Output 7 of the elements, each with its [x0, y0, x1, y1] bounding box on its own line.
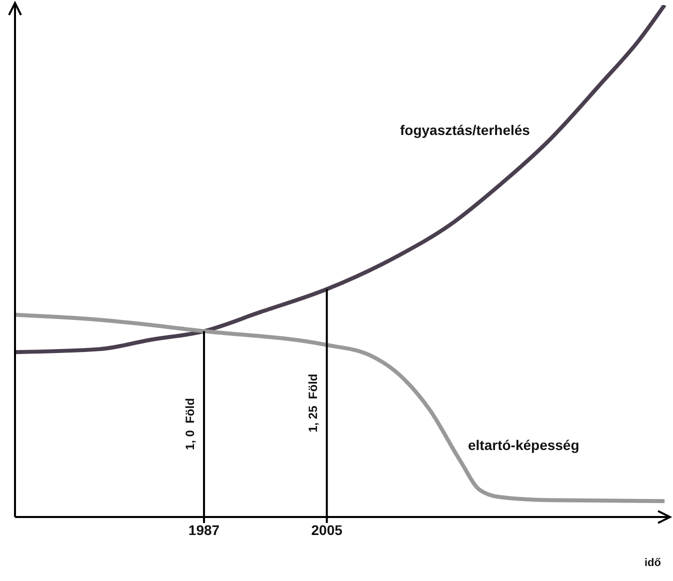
x-tick-label: 1987 [188, 522, 220, 538]
x-tick-label: 2005 [311, 522, 343, 538]
series-label: eltartó-képesség [468, 437, 580, 453]
x-axis-title: idő [644, 557, 661, 569]
series-label: fogyasztás/terhelés [400, 122, 530, 138]
ref-line-label: 1, 25 Föld [306, 374, 320, 432]
ref-line-label: 1, 0 Föld [183, 398, 198, 450]
